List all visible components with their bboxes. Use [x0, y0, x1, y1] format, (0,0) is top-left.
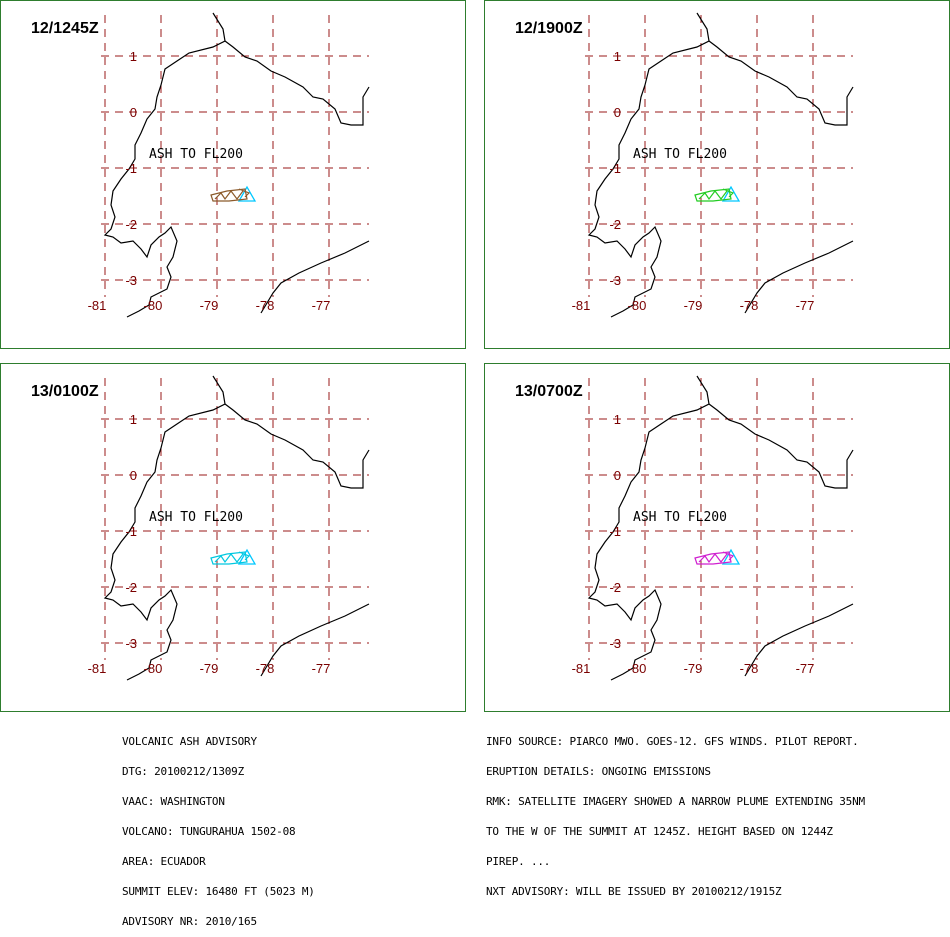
- lat-tick-label: -1: [125, 161, 137, 176]
- lon-tick-label: -81: [572, 661, 591, 676]
- national-border: [224, 40, 370, 126]
- lat-tick-label: -2: [609, 217, 621, 232]
- lon-tick-label: -77: [312, 661, 331, 676]
- lat-tick-label: -3: [609, 273, 621, 288]
- panel-time-label: 13/0700Z: [515, 383, 583, 400]
- coastline: [587, 12, 710, 318]
- national-border: [744, 240, 854, 314]
- advisory-line: AREA: ECUADOR: [122, 855, 206, 868]
- advisory-line: NXT ADVISORY: WILL BE ISSUED BY 20100212…: [486, 885, 782, 898]
- lon-tick-label: -78: [256, 661, 275, 676]
- map-canvas: 1 0 -1 -2 -3 -81 -80 -79 -78 -77 ASH TO FL200: [572, 12, 854, 318]
- lon-tick-label: -80: [628, 298, 647, 313]
- lon-tick-label: -79: [684, 298, 703, 313]
- advisory-line: INFO SOURCE: PIARCO MWO. GOES-12. GFS WI…: [486, 735, 859, 748]
- advisory-line: SUMMIT ELEV: 16480 FT (5023 M): [122, 885, 315, 898]
- lat-tick-label: 0: [130, 468, 137, 483]
- advisory-line: VOLCANO: TUNGURAHUA 1502-08: [122, 825, 296, 838]
- lon-tick-label: -77: [796, 298, 815, 313]
- coastline: [103, 12, 226, 318]
- map-canvas: 1 0 -1 -2 -3 -81 -80 -79 -78 -77 ASH TO FL200: [572, 375, 854, 681]
- advisory-line: ERUPTION DETAILS: ONGOING EMISSIONS: [486, 765, 711, 778]
- advisory-line: ADVISORY NR: 2010/165: [122, 915, 257, 928]
- map-canvas: 1 0 -1 -2 -3 -81 -80 -79 -78 -77 ASH TO FL200: [88, 12, 370, 318]
- volcano-marker: [237, 185, 257, 202]
- ash-height-annotation: ASH TO FL200: [633, 510, 727, 525]
- lat-tick-label: -3: [125, 636, 137, 651]
- lat-tick-label: 1: [614, 412, 621, 427]
- ash-height-annotation: ASH TO FL200: [149, 147, 243, 162]
- lon-tick-label: -79: [200, 661, 219, 676]
- volcano-marker: [721, 185, 741, 202]
- national-border: [260, 240, 370, 314]
- advisory-line: RMK: SATELLITE IMAGERY SHOWED A NARROW P…: [486, 795, 865, 808]
- lat-tick-label: -1: [125, 524, 137, 539]
- ash-plume: [694, 551, 735, 565]
- ash-plume: [210, 188, 251, 202]
- national-border: [224, 403, 370, 489]
- national-border: [708, 403, 854, 489]
- panel-time-label: 12/1900Z: [515, 20, 583, 37]
- coastline: [103, 375, 226, 681]
- coastline: [587, 375, 710, 681]
- national-border: [744, 603, 854, 677]
- lon-tick-label: -80: [628, 661, 647, 676]
- map-panel-1: 12/1245Z 1 0 -1 -2 -3 -81 -80 -79 -78 -77 ASH TO F…: [0, 0, 466, 349]
- lon-tick-label: -77: [312, 298, 331, 313]
- lat-tick-label: -3: [609, 636, 621, 651]
- lat-tick-label: -3: [125, 273, 137, 288]
- lon-tick-label: -81: [88, 661, 107, 676]
- advisory-header-block: VOLCANIC ASH ADVISORY DTG: 20100212/1309…: [122, 717, 315, 937]
- advisory-line: VOLCANIC ASH ADVISORY: [122, 735, 257, 748]
- lat-tick-label: 1: [130, 412, 137, 427]
- national-border: [708, 40, 854, 126]
- volcano-marker: [237, 548, 257, 565]
- ash-height-annotation: ASH TO FL200: [633, 147, 727, 162]
- lat-tick-label: -1: [609, 161, 621, 176]
- map-canvas: 1 0 -1 -2 -3 -81 -80 -79 -78 -77 ASH TO FL200: [88, 375, 370, 681]
- map-panel-3: 13/0100Z 1 0 -1 -2 -3 -81 -80 -79 -78 -77 ASH TO F…: [0, 363, 466, 712]
- lon-tick-label: -78: [256, 298, 275, 313]
- panel-time-label: 13/0100Z: [31, 383, 99, 400]
- lat-tick-label: -2: [609, 580, 621, 595]
- map-panel-4: 13/0700Z 1 0 -1 -2 -3 -81 -80 -79 -78 -77 ASH TO F…: [484, 363, 950, 712]
- lat-tick-label: 0: [614, 105, 621, 120]
- lon-tick-label: -78: [740, 661, 759, 676]
- panel-time-label: 12/1245Z: [31, 20, 99, 37]
- lon-tick-label: -79: [684, 661, 703, 676]
- lon-tick-label: -81: [572, 298, 591, 313]
- advisory-remarks-block: INFO SOURCE: PIARCO MWO. GOES-12. GFS WI…: [486, 717, 865, 907]
- lon-tick-label: -77: [796, 661, 815, 676]
- lat-tick-label: 1: [130, 49, 137, 64]
- lon-tick-label: -80: [144, 661, 163, 676]
- map-panel-2: 12/1900Z 1 0 -1 -2 -3 -81 -80 -79 -78 -77 ASH TO F…: [484, 0, 950, 349]
- lat-tick-label: -2: [125, 580, 137, 595]
- lon-tick-label: -78: [740, 298, 759, 313]
- lon-tick-label: -79: [200, 298, 219, 313]
- lat-tick-label: -1: [609, 524, 621, 539]
- lat-tick-label: 0: [614, 468, 621, 483]
- lon-tick-label: -81: [88, 298, 107, 313]
- advisory-line: DTG: 20100212/1309Z: [122, 765, 245, 778]
- lat-tick-label: -2: [125, 217, 137, 232]
- advisory-line: TO THE W OF THE SUMMIT AT 1245Z. HEIGHT …: [486, 825, 833, 838]
- lat-tick-label: 0: [130, 105, 137, 120]
- ash-plume: [210, 551, 251, 565]
- volcano-marker: [721, 548, 741, 565]
- national-border: [260, 603, 370, 677]
- advisory-line: PIREP. ...: [486, 855, 551, 868]
- lat-tick-label: 1: [614, 49, 621, 64]
- ash-plume: [694, 188, 735, 202]
- ash-height-annotation: ASH TO FL200: [149, 510, 243, 525]
- advisory-line: VAAC: WASHINGTON: [122, 795, 225, 808]
- lon-tick-label: -80: [144, 298, 163, 313]
